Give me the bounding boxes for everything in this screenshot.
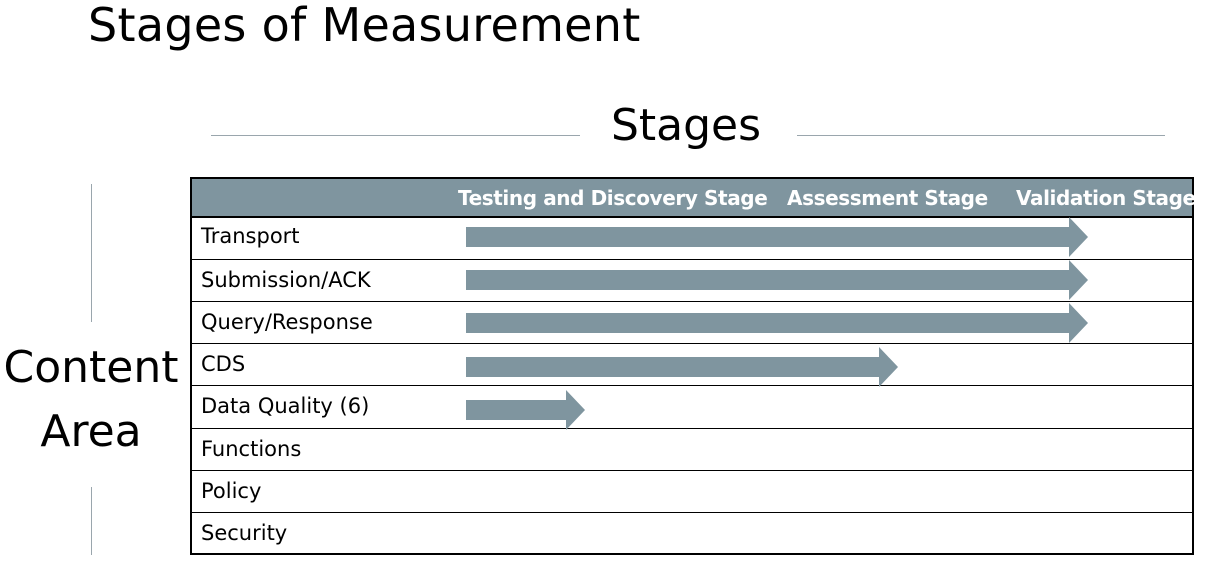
row-label: Query/Response xyxy=(201,310,373,334)
stage-header-assessment: Assessment Stage xyxy=(787,186,988,210)
content-row-data-quality: Data Quality (6) xyxy=(192,385,1192,428)
content-row-submission-ack: Submission/ACK xyxy=(192,259,1192,302)
stages-heading: Stages xyxy=(610,100,762,151)
row-label: Security xyxy=(201,521,288,545)
stage-header-validation: Validation Stage xyxy=(1016,186,1196,210)
content-row-functions: Functions xyxy=(192,428,1192,471)
stages-rule-right xyxy=(797,135,1165,136)
row-label: Functions xyxy=(201,437,302,461)
content-row-security: Security xyxy=(192,512,1192,555)
content-area-rule-bottom xyxy=(91,487,92,555)
row-label: Policy xyxy=(201,479,262,503)
content-row-query-response: Query/Response xyxy=(192,301,1192,344)
content-area-line-1: Content xyxy=(3,342,179,393)
content-row-policy: Policy xyxy=(192,470,1192,513)
row-label: CDS xyxy=(201,352,246,376)
stage-progress-arrows xyxy=(466,217,1088,430)
stage-header-testing: Testing and Discovery Stage xyxy=(458,186,768,210)
content-area-line-2: Area xyxy=(40,406,142,457)
stages-rule-left xyxy=(211,135,580,136)
stage-arrow-transport xyxy=(466,217,1088,257)
stages-header-row: Testing and Discovery Stage Assessment S… xyxy=(192,179,1196,218)
stage-arrow-submission-ack xyxy=(466,260,1088,300)
stage-arrow-cds xyxy=(466,347,898,387)
content-area-heading: Content Area xyxy=(0,336,182,464)
stages-grid: Testing and Discovery Stage Assessment S… xyxy=(190,177,1196,555)
page-title: Stages of Measurement xyxy=(88,0,641,52)
row-label: Data Quality (6) xyxy=(201,394,370,418)
row-label: Submission/ACK xyxy=(201,268,371,292)
content-row-transport: Transport xyxy=(192,216,1192,258)
stage-arrow-data-quality-6 xyxy=(466,390,585,430)
content-area-rule-top xyxy=(91,184,92,322)
content-row-cds: CDS xyxy=(192,343,1192,386)
row-label: Transport xyxy=(201,224,300,248)
stage-arrow-query-response xyxy=(466,303,1088,343)
